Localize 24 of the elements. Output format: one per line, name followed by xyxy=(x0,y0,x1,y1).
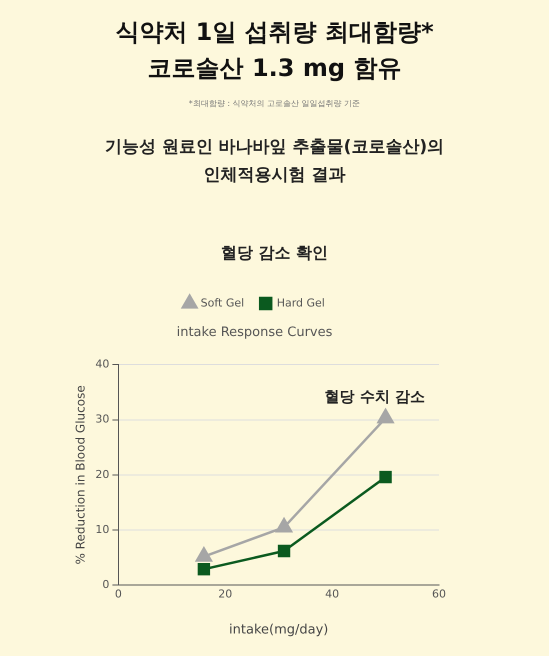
x-tick-label: 20 xyxy=(218,588,232,601)
legend-label: Hard Gel xyxy=(276,296,325,310)
point xyxy=(377,408,394,424)
y-tick-label: 0 xyxy=(102,578,110,592)
text: 혈당 감소 확인 xyxy=(220,243,330,264)
x-tick-label: 0 xyxy=(114,588,122,601)
point xyxy=(198,563,210,576)
legend-label: Soft Gel xyxy=(200,296,244,310)
y-tick-label: 20 xyxy=(95,468,110,481)
text: 기능성 원료인 바나바잎 추출물(코로솔산)의 인체적용시험 결과 xyxy=(104,136,446,187)
x-tick-label: 60 xyxy=(432,588,446,601)
text: 식약처 1일 섭취량 최대함량* 코로솔산 1.3 mg 함유 xyxy=(114,17,435,84)
annotation: 혈당 수치 감소 xyxy=(324,388,426,406)
point xyxy=(278,544,290,558)
y-tick-label: 40 xyxy=(95,357,110,370)
y-axis-title: % Reduction in Blood Glucose xyxy=(73,385,88,565)
y-tick-label: 10 xyxy=(95,522,110,536)
y-tick-label: 30 xyxy=(95,412,110,426)
x-axis-title: intake(mg/day) xyxy=(229,622,328,638)
chart-title: intake Response Curves xyxy=(176,325,333,340)
text: *최대함량 : 식약처의 고로솔산 일일섭취량 기준 xyxy=(188,98,362,109)
x-tick-label: 40 xyxy=(325,588,340,601)
point xyxy=(276,518,292,533)
point xyxy=(379,470,392,484)
